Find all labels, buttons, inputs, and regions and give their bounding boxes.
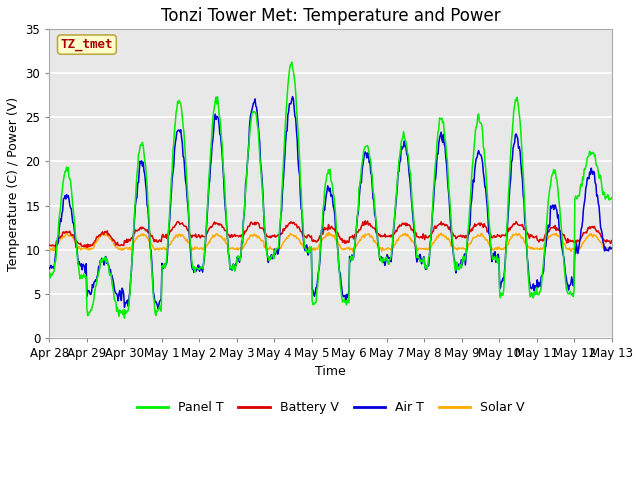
Solar V [608,246,616,252]
Air T [56,223,63,228]
Solar V [416,245,424,251]
Panel T [417,257,424,263]
Legend: Panel T, Battery V, Air T, Solar V: Panel T, Battery V, Air T, Solar V [132,396,529,420]
Solar V [56,239,63,244]
Battery V [608,238,616,243]
Title: Tonzi Tower Met: Temperature and Power: Tonzi Tower Met: Temperature and Power [161,7,500,25]
X-axis label: Time: Time [315,365,346,378]
Panel T [608,195,616,201]
Solar V [324,229,332,235]
Air T [172,140,179,146]
Battery V [172,222,179,228]
Panel T [45,269,53,275]
Solar V [171,236,179,241]
Line: Panel T: Panel T [49,62,612,318]
Solar V [200,246,208,252]
Battery V [201,234,209,240]
Air T [113,293,121,299]
Panel T [172,120,179,126]
Panel T [113,304,121,310]
Air T [417,254,424,260]
Air T [201,246,209,252]
Battery V [83,244,91,250]
Panel T [288,59,296,65]
Air T [45,266,53,272]
Panel T [120,315,128,321]
Solar V [113,244,121,250]
Battery V [417,234,424,240]
Panel T [56,211,63,217]
Battery V [362,218,369,224]
Line: Air T: Air T [49,96,612,309]
Air T [154,306,162,312]
Y-axis label: Temperature (C) / Power (V): Temperature (C) / Power (V) [7,96,20,271]
Air T [401,138,408,144]
Air T [289,94,296,99]
Battery V [115,242,122,248]
Text: TZ_tmet: TZ_tmet [61,38,113,51]
Solar V [45,245,53,251]
Panel T [201,242,209,248]
Line: Battery V: Battery V [49,221,612,247]
Battery V [56,235,63,241]
Battery V [45,242,53,248]
Air T [608,245,616,251]
Solar V [567,249,575,254]
Solar V [400,232,408,238]
Panel T [401,134,408,140]
Line: Solar V: Solar V [49,232,612,252]
Battery V [401,221,408,227]
